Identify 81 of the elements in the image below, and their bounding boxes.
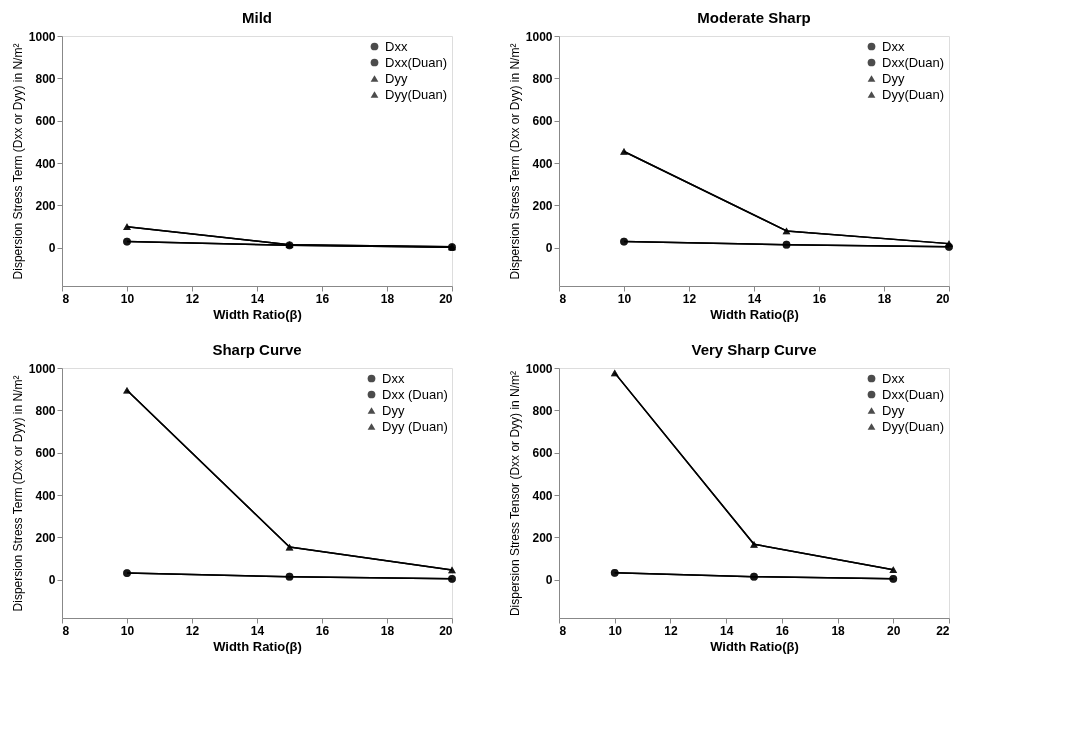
x-tick-label: 12	[185, 291, 200, 306]
x-tick-label: 8	[559, 291, 567, 306]
y-tick-label: 600	[35, 114, 56, 129]
legend-label: Dyy	[882, 70, 905, 86]
x-tick-label: 14	[719, 623, 734, 638]
y-axis-title: Dispersion Stress Tensor (Dxx or Dyy) in N/m²	[507, 370, 522, 617]
y-tick-label: 1000	[28, 361, 56, 376]
legend-label: Dxx	[382, 370, 405, 386]
x-tick-label: 8	[62, 623, 70, 638]
x-tick-label: 14	[250, 291, 265, 306]
y-tick-label: 1000	[28, 29, 56, 44]
x-tick-label: 12	[682, 291, 697, 306]
legend-label: Dyy (Duan)	[382, 418, 448, 434]
x-tick-label: 12	[185, 623, 200, 638]
legend-label: Dyy	[882, 402, 905, 418]
legend-label: Dyy	[382, 402, 405, 418]
x-tick-label: 10	[120, 291, 135, 306]
chart-title: Sharp Curve	[212, 341, 302, 358]
legend-label: Dyy(Duan)	[882, 418, 945, 434]
x-tick-label: 14	[250, 623, 265, 638]
y-tick-label: 400	[532, 488, 553, 503]
y-tick-label: 600	[532, 446, 553, 461]
legend-label: Dxx(Duan)	[882, 386, 945, 402]
y-tick-label: 200	[532, 530, 553, 545]
legend-label: Dxx(Duan)	[882, 54, 945, 70]
x-tick-label: 16	[775, 623, 790, 638]
x-tick-label: 12	[664, 623, 678, 638]
x-tick-label: 16	[812, 291, 827, 306]
y-tick-label: 200	[35, 198, 56, 213]
x-axis-title: Width Ratio(β)	[710, 306, 799, 322]
x-tick-label: 14	[747, 291, 762, 306]
y-tick-label: 0	[545, 241, 553, 256]
y-tick-label: 0	[48, 241, 56, 256]
y-tick-label: 400	[532, 156, 553, 171]
y-tick-label: 600	[532, 114, 553, 129]
y-tick-label: 0	[48, 573, 56, 588]
x-tick-label: 8	[559, 623, 567, 638]
legend-label: Dxx(Duan)	[385, 54, 448, 70]
y-tick-label: 800	[532, 71, 553, 86]
y-tick-label: 1000	[525, 29, 553, 44]
legend-label: Dyy	[385, 70, 408, 86]
x-tick-label: 18	[380, 291, 395, 306]
y-tick-label: 800	[532, 403, 553, 418]
x-tick-label: 16	[315, 291, 330, 306]
y-tick-label: 800	[35, 71, 56, 86]
x-tick-label: 18	[877, 291, 892, 306]
x-tick-label: 22	[936, 623, 950, 638]
legend-label: Dyy(Duan)	[882, 86, 945, 102]
legend-label: Dxx (Duan)	[382, 386, 448, 402]
x-tick-label: 16	[315, 623, 330, 638]
y-tick-label: 1000	[525, 361, 553, 376]
x-axis-title: Width Ratio(β)	[213, 638, 302, 654]
x-axis-title: Width Ratio(β)	[710, 638, 799, 654]
x-tick-label: 10	[120, 623, 135, 638]
chart-title: Very Sharp Curve	[691, 341, 817, 358]
x-tick-label: 10	[617, 291, 632, 306]
x-tick-label: 20	[936, 291, 950, 306]
chart-title: Mild	[242, 9, 272, 26]
x-tick-label: 20	[439, 623, 453, 638]
x-axis-title: Width Ratio(β)	[213, 306, 302, 322]
y-tick-label: 0	[545, 573, 553, 588]
legend-label: Dxx	[385, 38, 408, 54]
y-tick-label: 200	[532, 198, 553, 213]
y-axis-title: Dispersion Stress Term (Dxx or Dyy) in N/m²	[10, 43, 25, 280]
legend-label: Dxx	[882, 370, 905, 386]
y-tick-label: 800	[35, 403, 56, 418]
y-axis-title: Dispersion Stress Term (Dxx or Dyy) in N/m²	[10, 375, 25, 612]
y-tick-label: 200	[35, 530, 56, 545]
legend-label: Dyy(Duan)	[385, 86, 448, 102]
y-axis-title: Dispersion Stress Term (Dxx or Dyy) in N/m²	[507, 43, 522, 280]
chart-title: Moderate Sharp	[697, 9, 811, 26]
y-tick-label: 400	[35, 488, 56, 503]
x-tick-label: 18	[831, 623, 846, 638]
x-tick-label: 20	[887, 623, 901, 638]
y-tick-label: 600	[35, 446, 56, 461]
legend-label: Dxx	[882, 38, 905, 54]
y-tick-label: 400	[35, 156, 56, 171]
x-tick-label: 18	[380, 623, 395, 638]
x-tick-label: 8	[62, 291, 70, 306]
x-tick-label: 20	[439, 291, 453, 306]
x-tick-label: 10	[608, 623, 623, 638]
